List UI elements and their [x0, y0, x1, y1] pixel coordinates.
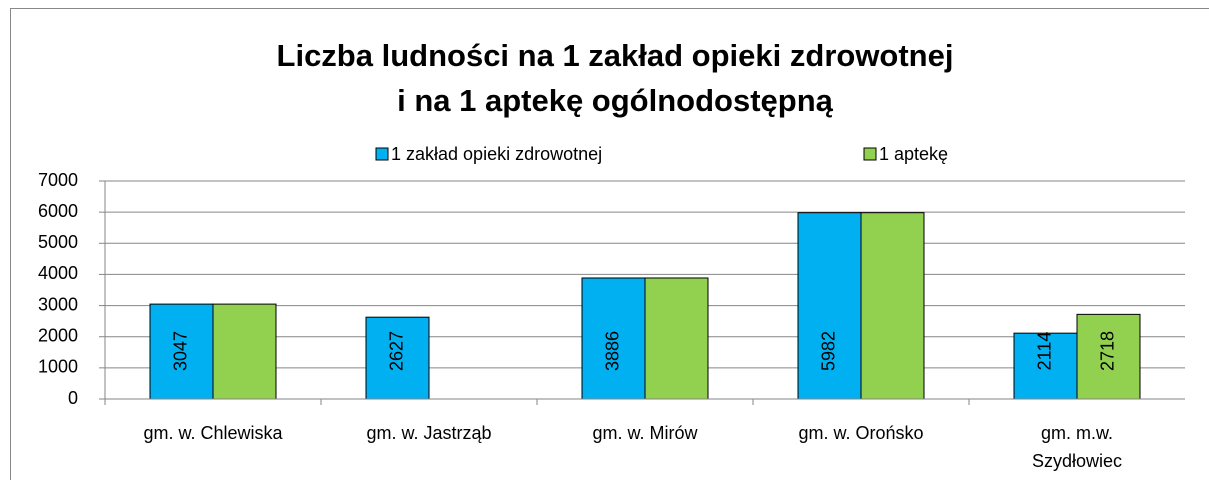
value-label: 2114	[1034, 332, 1054, 371]
x-tick-label: gm. m.w. Szydłowiec	[1031, 423, 1123, 471]
value-label: 3886	[602, 331, 622, 371]
bar	[212, 303, 277, 400]
y-tick-label: 0	[68, 388, 78, 408]
value-label: 2627	[386, 331, 406, 371]
y-tick-label: 3000	[38, 294, 78, 314]
value-label: 2718	[1097, 331, 1117, 371]
x-tick-label: gm. w. Chlewiska	[143, 423, 283, 443]
x-tick-label: gm. w. Mirów	[592, 423, 698, 443]
value-label: 3047	[170, 331, 190, 371]
y-tick-label: 4000	[38, 263, 78, 283]
legend-label: 1 aptekę	[879, 144, 948, 164]
y-tick-label: 5000	[38, 232, 78, 252]
bar	[149, 303, 214, 400]
y-tick-label: 7000	[38, 170, 78, 190]
legend-swatch	[863, 147, 877, 161]
chart-title: i na 1 aptekę ogólnodostępną	[397, 83, 834, 118]
x-tick-label: gm. w. Jastrząb	[366, 423, 492, 443]
bar	[860, 212, 925, 400]
bar	[644, 277, 709, 400]
legend-label: 1 zakład opieki zdrowotnej	[391, 144, 602, 164]
y-tick-label: 6000	[38, 201, 78, 221]
chart-border	[10, 8, 1209, 480]
chart-title: Liczba ludności na 1 zakład opieki zdrow…	[277, 38, 954, 73]
bar	[1013, 332, 1078, 400]
y-tick-label: 2000	[38, 325, 78, 345]
bar	[581, 277, 646, 400]
bar	[365, 316, 430, 400]
x-tick-label: gm. w. Orońsko	[798, 423, 924, 443]
legend-swatch	[375, 147, 389, 161]
value-label: 5982	[818, 331, 838, 371]
bar	[1076, 313, 1141, 400]
bar	[797, 212, 862, 400]
y-tick-label: 1000	[38, 357, 78, 377]
